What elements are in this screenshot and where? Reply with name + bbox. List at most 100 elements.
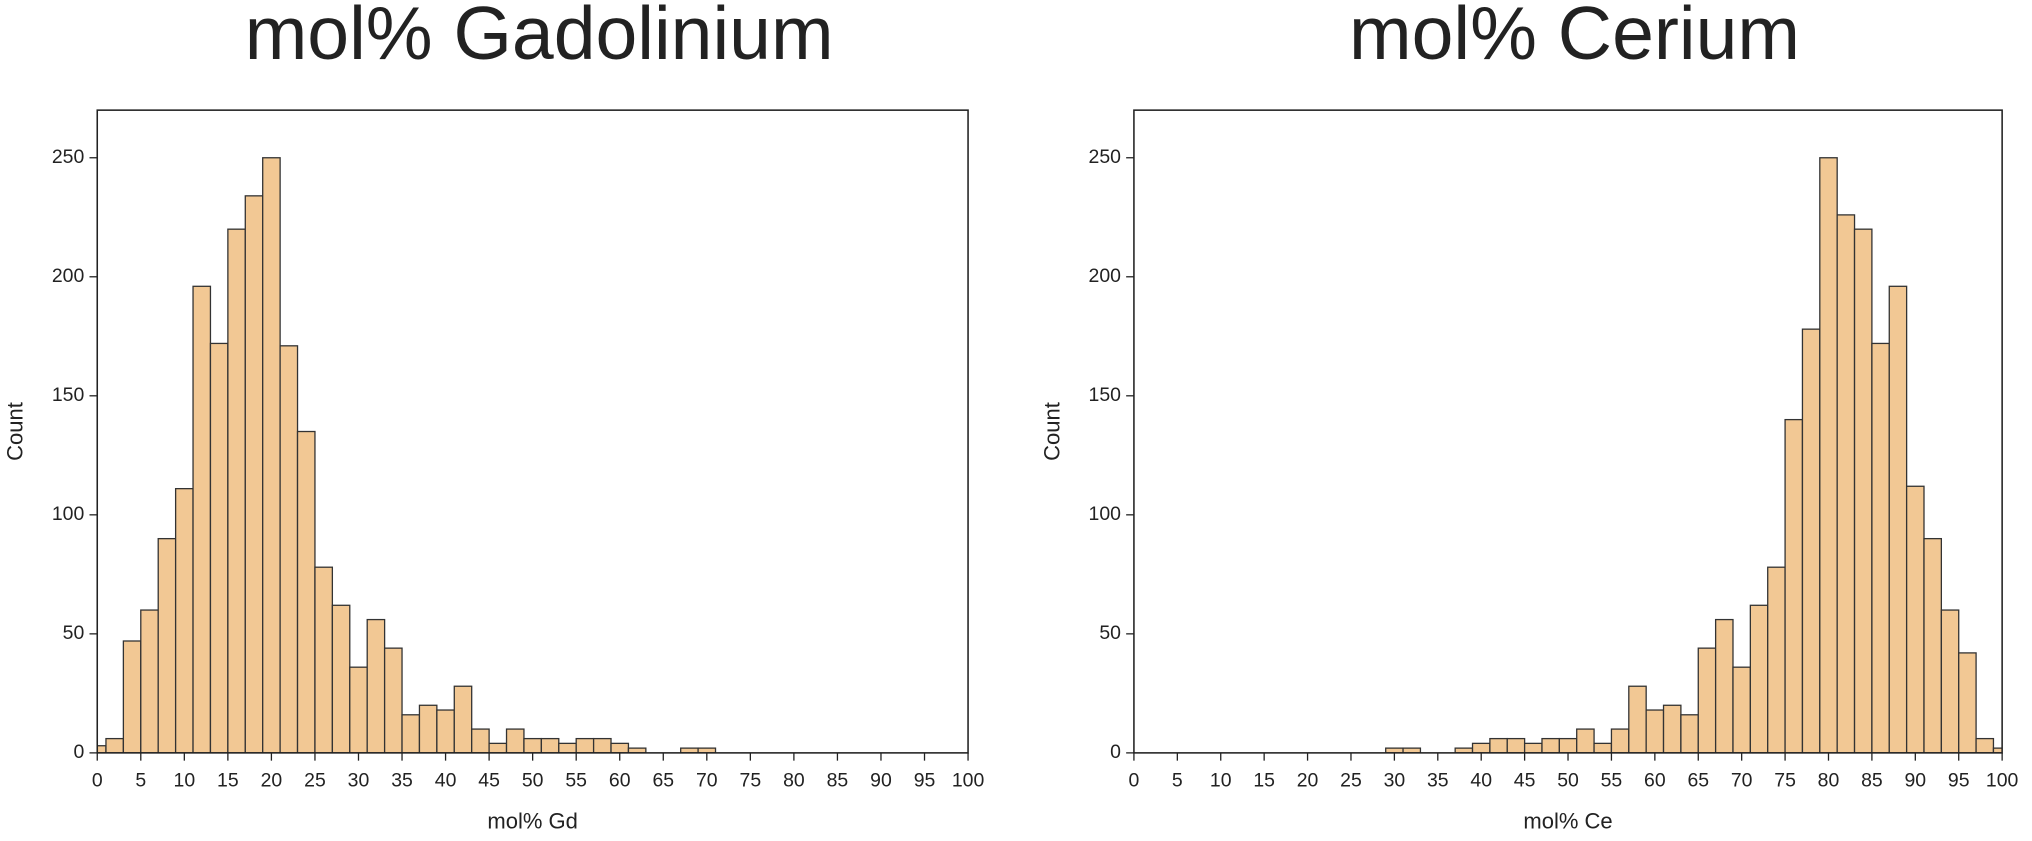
bar: [1558, 737, 1578, 753]
bar: [1871, 342, 1890, 753]
x-tick-label: 10: [1210, 770, 1232, 792]
x-tick-label: 25: [1340, 770, 1362, 792]
x-tick-label: 50: [522, 770, 544, 792]
x-tick-label: 0: [1129, 770, 1140, 792]
x-tick-label: 20: [1297, 770, 1319, 792]
x-tick-label: 80: [1818, 770, 1840, 792]
bar: [1819, 157, 1838, 753]
bar: [1975, 737, 1995, 753]
x-tick-label: 15: [217, 770, 239, 792]
x-tick-label: 10: [174, 770, 196, 792]
bar: [1836, 214, 1856, 753]
x-tick-label: 85: [827, 770, 849, 792]
bar: [1732, 666, 1752, 753]
bar: [1958, 652, 1977, 753]
x-tick-label: 85: [1861, 770, 1883, 792]
x-tick-label: 90: [870, 770, 892, 792]
bar: [296, 430, 316, 753]
bar: [331, 604, 351, 753]
chart-title: mol% Gadolinium: [245, 0, 834, 75]
x-tick-label: 30: [348, 770, 370, 792]
x-tick-label: 15: [1253, 770, 1275, 792]
bar: [1489, 737, 1508, 753]
x-tick-label: 60: [1644, 770, 1666, 792]
bar: [1662, 704, 1682, 753]
bar: [1905, 485, 1925, 753]
x-tick-label: 5: [135, 770, 146, 792]
x-axis-label: mol% Gd: [487, 809, 578, 834]
y-tick-label: 0: [1110, 741, 1121, 763]
chart-title: mol% Cerium: [1349, 0, 1800, 75]
bar: [279, 345, 299, 753]
x-tick-label: 55: [1601, 770, 1623, 792]
x-tick-label: 45: [1514, 770, 1536, 792]
y-axis-label: Count: [3, 402, 28, 461]
bar: [418, 704, 438, 753]
bar: [1523, 742, 1543, 753]
bar: [1767, 566, 1786, 753]
bars: [1385, 157, 2003, 753]
x-tick-label: 35: [1427, 770, 1449, 792]
bar: [540, 737, 560, 753]
bar: [558, 742, 577, 753]
x-tick-label: 45: [478, 770, 500, 792]
x-tick-label: 50: [1557, 770, 1579, 792]
x-tick-label: 80: [783, 770, 805, 792]
bar: [383, 647, 403, 753]
y-tick-label: 50: [1099, 622, 1121, 644]
y-tick-label: 50: [63, 622, 85, 644]
bar: [1645, 709, 1665, 753]
bar: [105, 737, 125, 753]
x-tick-label: 5: [1172, 770, 1183, 792]
y-tick-label: 250: [1089, 146, 1122, 168]
x-tick-label: 30: [1384, 770, 1406, 792]
x-tick-label: 55: [565, 770, 587, 792]
bar: [610, 742, 630, 753]
bar: [1697, 647, 1717, 753]
bar: [209, 342, 229, 753]
bar: [1680, 714, 1699, 753]
x-tick-label: 70: [1731, 770, 1753, 792]
bar: [627, 747, 647, 753]
x-tick-label: 95: [914, 770, 936, 792]
x-tick-label: 40: [1470, 770, 1492, 792]
bar: [157, 537, 177, 753]
x-tick-label: 35: [391, 770, 413, 792]
chart: 0 50 100 150 200 250 0 5 10 15 20 25 30 35 40 45 50 55 60 6…: [3, 0, 985, 834]
y-tick-label: 200: [1089, 265, 1122, 287]
bar: [471, 728, 490, 753]
bars: [97, 157, 717, 753]
bar: [1888, 285, 1908, 753]
bar: [1923, 537, 1943, 753]
bar: [174, 487, 194, 753]
bar: [575, 737, 595, 753]
y-tick-label: 250: [52, 146, 85, 168]
bar: [1593, 742, 1613, 753]
bar: [1541, 737, 1560, 753]
y-tick-label: 0: [73, 741, 84, 763]
bar: [122, 640, 142, 753]
bar: [697, 747, 717, 753]
x-tick-label: 65: [652, 770, 674, 792]
x-tick-label: 60: [609, 770, 631, 792]
bar: [1628, 685, 1647, 753]
bar: [244, 195, 264, 753]
bar: [436, 709, 455, 753]
bar: [262, 157, 281, 753]
bar: [1853, 228, 1873, 753]
bar: [505, 728, 525, 753]
y-tick-label: 100: [52, 503, 85, 525]
bar: [1784, 418, 1804, 753]
bar: [227, 228, 246, 753]
x-tick-label: 40: [435, 770, 457, 792]
x-tick-label: 75: [1774, 770, 1796, 792]
x-axis-label: mol% Ce: [1523, 809, 1612, 834]
bar: [1801, 328, 1821, 753]
x-tick-label: 65: [1687, 770, 1709, 792]
bar: [314, 566, 334, 753]
bar: [1402, 747, 1422, 753]
x-tick-label: 90: [1905, 770, 1927, 792]
bar: [401, 714, 421, 753]
y-tick-label: 150: [52, 384, 85, 406]
bar: [1471, 742, 1491, 753]
